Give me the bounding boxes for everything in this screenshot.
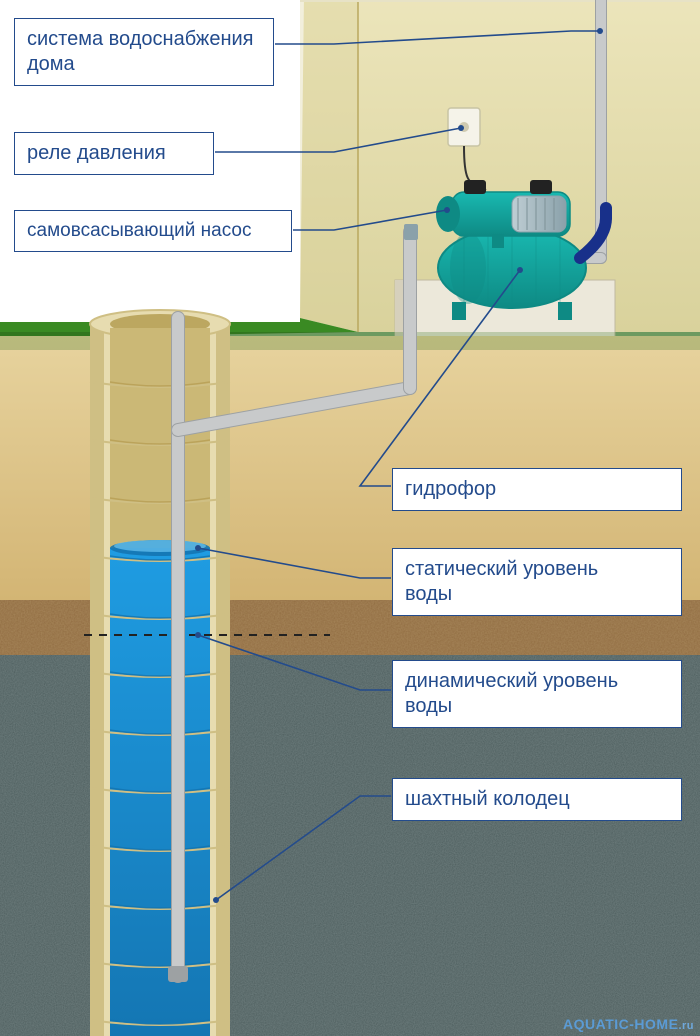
label-shaft-well: шахтный колодец <box>392 778 682 821</box>
diagram-stage: система водоснабжения дома реле давления… <box>0 0 700 1036</box>
label-hydrophore: гидрофор <box>392 468 682 511</box>
label-pressure-relay: реле давления <box>14 132 214 175</box>
label-house-supply: система водоснабжения дома <box>14 18 274 86</box>
label-dynamic-level: динамический уровень воды <box>392 660 682 728</box>
label-static-level: статический уровень воды <box>392 548 682 616</box>
watermark: AQUATIC-HOME.ru <box>563 1016 694 1032</box>
label-selfprime-pump: самовсасывающий насос <box>14 210 292 252</box>
